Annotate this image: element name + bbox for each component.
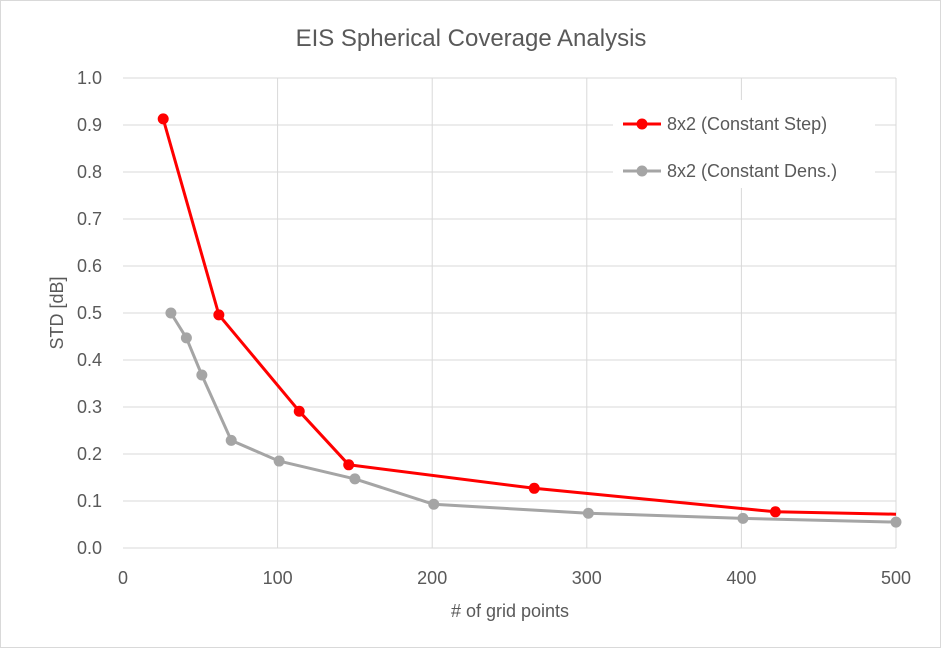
x-tick-label: 400 xyxy=(726,568,756,588)
series-layer xyxy=(157,113,902,528)
x-tick-label: 300 xyxy=(572,568,602,588)
y-tick-label: 0.4 xyxy=(77,350,102,370)
data-point xyxy=(349,473,361,485)
series-2 xyxy=(165,307,902,528)
data-point xyxy=(225,434,237,446)
legend-box xyxy=(613,100,875,188)
data-point xyxy=(196,369,208,381)
data-point xyxy=(157,113,169,125)
series-1 xyxy=(157,113,897,518)
data-point xyxy=(180,332,192,344)
data-point xyxy=(582,507,594,519)
data-point xyxy=(737,512,749,524)
y-tick-label: 0.1 xyxy=(77,491,102,511)
y-tick-label: 0.5 xyxy=(77,303,102,323)
legend-swatch-marker xyxy=(636,118,648,130)
y-tick-label: 0.0 xyxy=(77,538,102,558)
y-tick-label: 0.9 xyxy=(77,115,102,135)
series-line xyxy=(169,312,897,524)
legend-label: 8x2 (Constant Step) xyxy=(667,114,827,134)
data-point xyxy=(213,309,225,321)
y-axis-title: STD [dB] xyxy=(47,276,67,349)
legend-item-2: 8x2 (Constant Dens.) xyxy=(623,161,837,181)
y-tick-labels: 0.0 0.1 0.2 0.3 0.4 0.5 0.6 0.7 0.8 0.9 1.0 xyxy=(77,68,102,558)
data-point xyxy=(273,455,285,467)
data-point xyxy=(293,405,305,417)
x-tick-label: 100 xyxy=(263,568,293,588)
chart-title: EIS Spherical Coverage Analysis xyxy=(296,25,647,52)
legend: 8x2 (Constant Step) 8x2 (Constant Dens.) xyxy=(613,100,875,188)
y-tick-label: 0.3 xyxy=(77,397,102,417)
data-point xyxy=(343,459,355,471)
data-point xyxy=(890,516,902,528)
legend-swatch-marker xyxy=(636,165,648,177)
data-point xyxy=(428,498,440,510)
x-tick-label: 200 xyxy=(417,568,447,588)
x-tick-label: 0 xyxy=(118,568,128,588)
legend-item-1: 8x2 (Constant Step) xyxy=(623,114,827,134)
y-tick-label: 0.6 xyxy=(77,256,102,276)
x-axis-title: # of grid points xyxy=(451,601,569,621)
y-tick-label: 0.7 xyxy=(77,209,102,229)
y-tick-label: 0.2 xyxy=(77,444,102,464)
data-point xyxy=(528,482,540,494)
y-tick-label: 1.0 xyxy=(77,68,102,88)
y-tick-label: 0.8 xyxy=(77,162,102,182)
x-tick-label: 500 xyxy=(881,568,911,588)
grid-lines xyxy=(123,77,897,548)
data-point xyxy=(769,506,781,518)
data-point xyxy=(165,307,177,319)
x-tick-labels: 0 100 200 300 400 500 xyxy=(118,568,911,588)
legend-label: 8x2 (Constant Dens.) xyxy=(667,161,837,181)
